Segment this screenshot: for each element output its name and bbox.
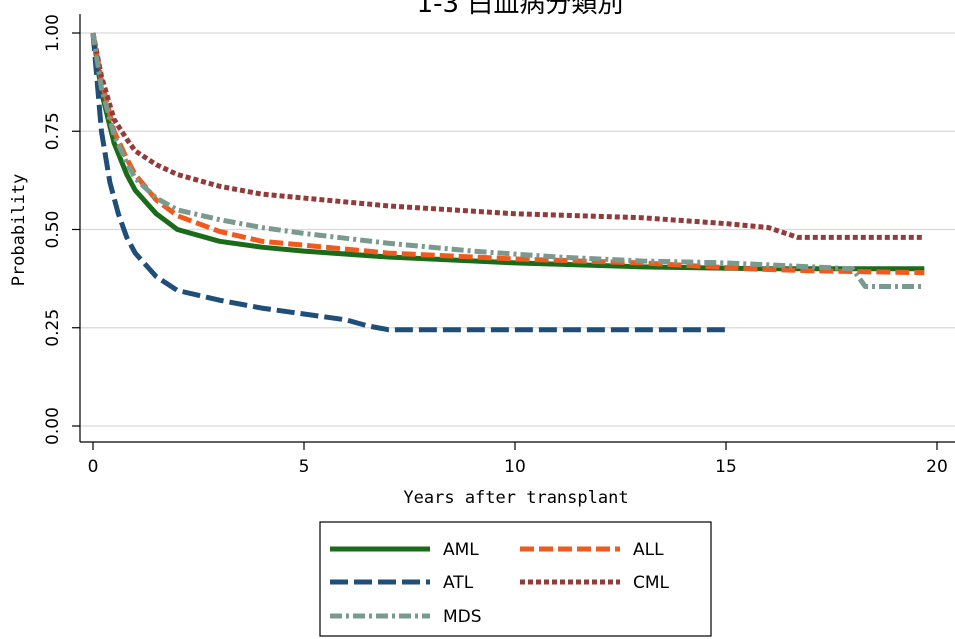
y-tick-label: 0.00 — [43, 407, 63, 445]
y-tick-label: 0.50 — [43, 211, 63, 249]
series-line-mds — [90, 32, 925, 289]
y-tick-label: 1.00 — [43, 14, 63, 52]
x-tick-label: 5 — [299, 457, 310, 477]
legend-label-all: ALL — [633, 540, 664, 560]
x-tick-label: 15 — [715, 457, 737, 477]
y-axis-title: Probability — [9, 174, 29, 287]
legend-label-aml: AML — [443, 540, 479, 560]
x-axis-title: Years after transplant — [403, 488, 628, 508]
chart-title: 1-3 白血病分類別 — [417, 0, 624, 19]
y-tick-label: 0.25 — [43, 309, 63, 347]
legend-label-mds: MDS — [443, 607, 482, 627]
gridlines — [80, 32, 955, 427]
x-tick-label: 10 — [504, 457, 526, 477]
x-axis-ticks: 0 5 10 15 20 — [88, 442, 948, 477]
y-tick-label: 0.75 — [43, 112, 63, 150]
x-tick-label: 0 — [88, 457, 99, 477]
series-line-aml — [90, 32, 925, 272]
series-lines — [90, 32, 925, 333]
x-tick-label: 20 — [926, 457, 948, 477]
legend: AML ALL ATL CML MDS — [319, 521, 712, 637]
legend-label-atl: ATL — [443, 573, 474, 593]
axes — [79, 14, 955, 443]
legend-label-cml: CML — [633, 573, 670, 593]
y-axis-ticks: 0.00 0.25 0.50 0.75 1.00 — [43, 14, 80, 445]
series-line-atl — [90, 32, 731, 333]
series-line-cml — [90, 32, 925, 240]
